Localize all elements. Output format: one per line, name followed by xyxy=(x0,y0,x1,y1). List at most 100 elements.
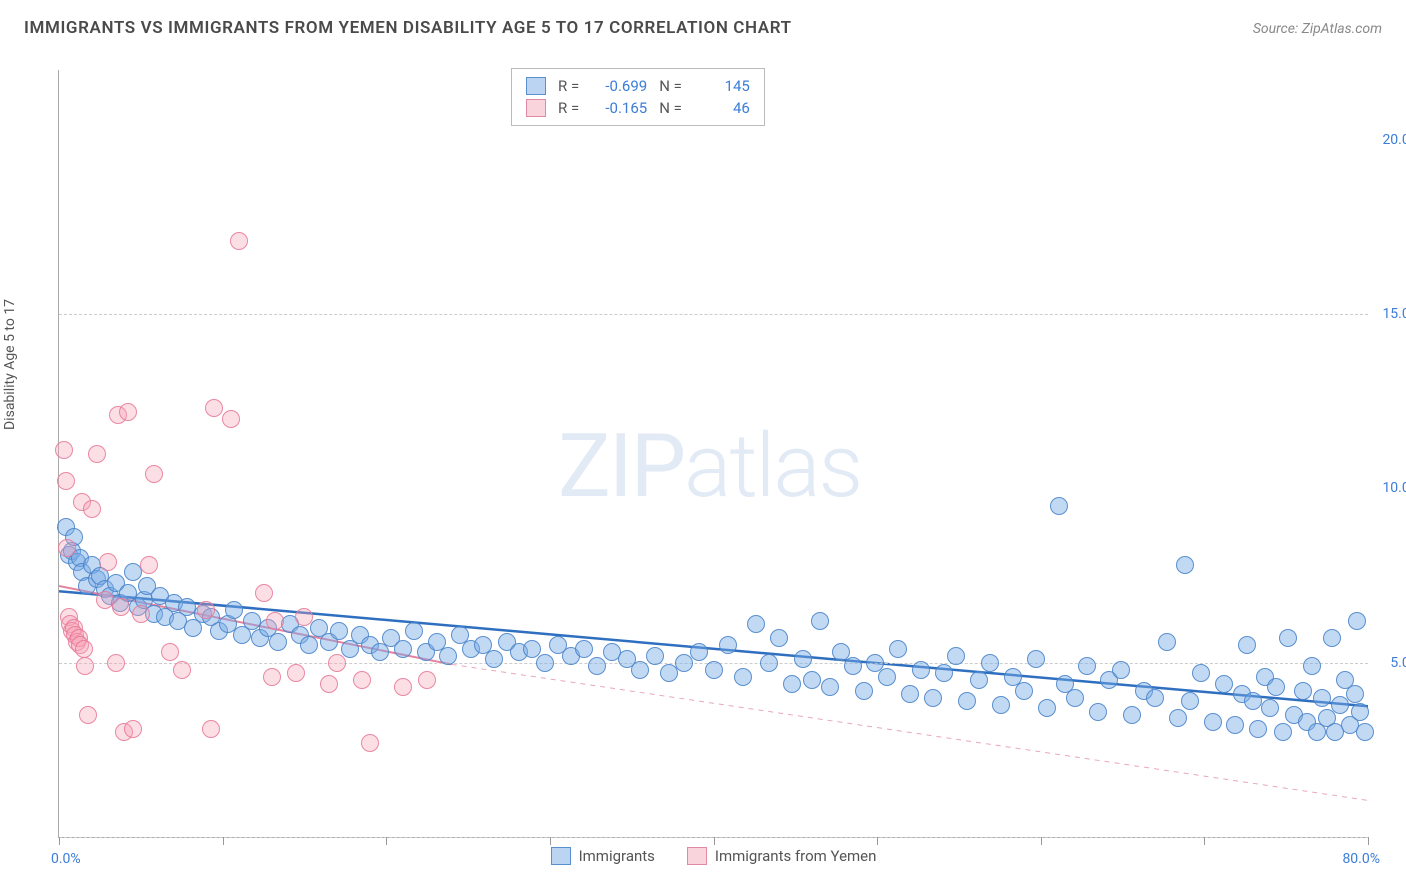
data-point-immigrants xyxy=(1192,664,1210,682)
data-point-immigrants xyxy=(992,696,1010,714)
data-point-immigrants_yemen xyxy=(88,445,106,463)
data-point-immigrants xyxy=(1356,723,1374,741)
data-point-immigrants xyxy=(300,636,318,654)
data-point-immigrants xyxy=(1279,629,1297,647)
chart-title: IMMIGRANTS VS IMMIGRANTS FROM YEMEN DISA… xyxy=(24,18,792,38)
data-point-immigrants xyxy=(225,601,243,619)
x-tick xyxy=(877,837,878,845)
data-point-immigrants xyxy=(330,622,348,640)
data-point-immigrants xyxy=(811,612,829,630)
data-point-immigrants xyxy=(631,661,649,679)
data-point-immigrants xyxy=(1274,723,1292,741)
data-point-immigrants_yemen xyxy=(418,671,436,689)
data-point-immigrants xyxy=(1204,713,1222,731)
data-point-immigrants xyxy=(1112,661,1130,679)
data-point-immigrants xyxy=(1244,692,1262,710)
data-point-immigrants xyxy=(1050,497,1068,515)
data-point-immigrants xyxy=(719,636,737,654)
data-point-immigrants xyxy=(243,612,261,630)
r-label: R = xyxy=(558,77,579,95)
data-point-immigrants xyxy=(1215,675,1233,693)
data-point-immigrants xyxy=(1294,682,1312,700)
data-point-immigrants xyxy=(747,615,765,633)
data-point-immigrants xyxy=(405,622,423,640)
data-point-immigrants xyxy=(1348,612,1366,630)
legend-stats-row-pink: R = -0.165 N = 46 xyxy=(526,97,750,119)
data-point-immigrants xyxy=(394,640,412,658)
data-point-immigrants_yemen xyxy=(295,608,313,626)
data-point-immigrants_yemen xyxy=(75,640,93,658)
data-point-immigrants xyxy=(1158,633,1176,651)
data-point-immigrants xyxy=(924,689,942,707)
legend-item-yemen: Immigrants from Yemen xyxy=(687,847,877,865)
data-point-immigrants_yemen xyxy=(57,472,75,490)
n-label: N = xyxy=(659,77,682,95)
data-point-immigrants xyxy=(889,640,907,658)
data-point-immigrants_yemen xyxy=(394,678,412,696)
data-point-immigrants xyxy=(794,650,812,668)
x-tick xyxy=(1368,837,1369,845)
y-tick-label: 15.0% xyxy=(1382,306,1406,322)
data-point-immigrants xyxy=(901,685,919,703)
x-tick xyxy=(1204,837,1205,845)
data-point-immigrants_yemen xyxy=(132,605,150,623)
data-point-immigrants xyxy=(1261,699,1279,717)
data-point-immigrants xyxy=(1303,657,1321,675)
data-point-immigrants xyxy=(844,657,862,675)
source-prefix: Source: xyxy=(1253,21,1302,37)
r-val-pink: -0.165 xyxy=(589,99,647,117)
data-point-immigrants xyxy=(734,668,752,686)
data-point-immigrants xyxy=(1176,556,1194,574)
data-point-immigrants xyxy=(878,668,896,686)
data-point-immigrants xyxy=(970,671,988,689)
data-point-immigrants_yemen xyxy=(96,591,114,609)
data-point-immigrants xyxy=(1226,716,1244,734)
data-point-immigrants xyxy=(783,675,801,693)
data-point-immigrants xyxy=(1015,682,1033,700)
legend-label-yemen: Immigrants from Yemen xyxy=(715,847,877,865)
data-point-immigrants xyxy=(690,643,708,661)
data-point-immigrants_yemen xyxy=(230,232,248,250)
data-point-immigrants_yemen xyxy=(119,403,137,421)
data-point-immigrants xyxy=(439,647,457,665)
x-tick xyxy=(714,837,715,845)
y-tick-label: 10.0% xyxy=(1382,480,1406,496)
data-point-immigrants xyxy=(1146,689,1164,707)
data-point-immigrants xyxy=(124,563,142,581)
data-point-immigrants_yemen xyxy=(145,465,163,483)
data-point-immigrants_yemen xyxy=(202,720,220,738)
data-point-immigrants xyxy=(485,650,503,668)
y-tick-label: 20.0% xyxy=(1382,132,1406,148)
r-label: R = xyxy=(558,99,579,117)
n-label: N = xyxy=(659,99,682,117)
data-point-immigrants xyxy=(1323,629,1341,647)
data-point-immigrants xyxy=(1249,720,1267,738)
legend-stats-row-blue: R = -0.699 N = 145 xyxy=(526,75,750,97)
data-point-immigrants_yemen xyxy=(320,675,338,693)
data-point-immigrants_yemen xyxy=(266,612,284,630)
data-point-immigrants xyxy=(269,633,287,651)
data-point-immigrants_yemen xyxy=(112,598,130,616)
data-point-immigrants_yemen xyxy=(353,671,371,689)
source: Source: ZipAtlas.com xyxy=(1253,18,1382,37)
x-tick xyxy=(59,837,60,845)
x-tick xyxy=(223,837,224,845)
x-tick xyxy=(386,837,387,845)
data-point-immigrants xyxy=(536,654,554,672)
data-point-immigrants xyxy=(646,647,664,665)
swatch-blue-icon xyxy=(526,77,546,95)
data-point-immigrants_yemen xyxy=(58,539,76,557)
data-point-immigrants xyxy=(981,654,999,672)
data-point-immigrants xyxy=(760,654,778,672)
data-point-immigrants xyxy=(1351,703,1369,721)
data-point-immigrants xyxy=(947,647,965,665)
plot-area: R = -0.699 N = 145 R = -0.165 N = 46 Imm… xyxy=(58,70,1368,838)
data-point-immigrants_yemen xyxy=(328,654,346,672)
data-point-immigrants_yemen xyxy=(79,706,97,724)
data-point-immigrants xyxy=(1313,689,1331,707)
n-val-pink: 46 xyxy=(692,99,750,117)
data-point-immigrants_yemen xyxy=(255,584,273,602)
data-point-immigrants_yemen xyxy=(263,668,281,686)
data-point-immigrants xyxy=(1267,678,1285,696)
bottom-legend: Immigrants Immigrants from Yemen xyxy=(59,847,1368,869)
